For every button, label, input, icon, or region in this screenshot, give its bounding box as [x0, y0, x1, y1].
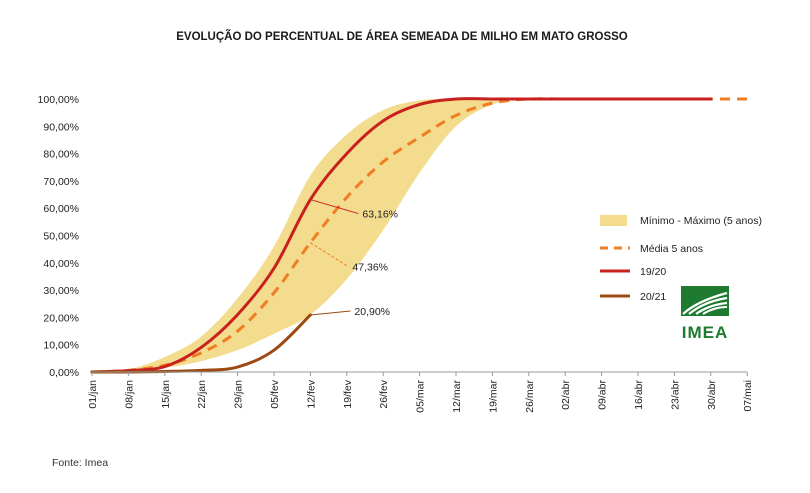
x-tick-label: 29/jan — [233, 380, 245, 409]
y-axis: 0,00% 10,00% 20,00% 30,00% 40,00% 50,00% 60,00… — [38, 94, 79, 379]
x-tick-label: 16/abr — [633, 380, 645, 410]
legend: Mínimo - Máximo (5 anos) Média 5 anos 19… — [600, 215, 762, 303]
y-tick-label: 100,00% — [38, 94, 79, 106]
x-tick-label: 26/fev — [378, 379, 390, 408]
x-tick-label: 19/mar — [487, 380, 499, 413]
x-tick-label: 15/jan — [160, 380, 172, 409]
y-tick-label: 0,00% — [49, 367, 79, 379]
x-tick-label: 22/jan — [196, 380, 208, 409]
annotation-label: 20,90% — [354, 306, 390, 318]
x-tick-label: 02/abr — [560, 380, 572, 410]
legend-swatch-band — [600, 215, 627, 226]
annotation-leader — [310, 199, 359, 215]
x-tick-label: 12/mar — [451, 380, 463, 413]
y-tick-label: 70,00% — [43, 176, 79, 188]
annotation-label: 47,36% — [352, 262, 388, 274]
series-line-19-20 — [90, 97, 713, 374]
y-tick-label: 20,00% — [43, 312, 79, 324]
annotations-layer: 63,16% 47,36% 20,90% — [310, 199, 398, 318]
legend-label-mean: Média 5 anos — [640, 243, 703, 255]
legend-label-2021: 20/21 — [640, 291, 666, 303]
y-tick-label: 30,00% — [43, 285, 79, 297]
x-tick-label: 12/fev — [305, 379, 317, 408]
y-tick-label: 80,00% — [43, 149, 79, 161]
y-tick-label: 10,00% — [43, 340, 79, 352]
imea-logo: IMEA — [681, 286, 729, 342]
legend-label-1920: 19/20 — [640, 266, 666, 278]
x-axis: 01/jan 08/jan 15/jan 22/jan 29/jan 05/fev 12/f… — [87, 372, 754, 413]
x-tick-label: 26/mar — [524, 380, 536, 413]
x-tick-label: 19/fev — [342, 379, 354, 408]
min-max-band-layer — [92, 98, 711, 372]
min-max-band — [92, 98, 711, 372]
y-tick-label: 90,00% — [43, 121, 79, 133]
annotation-label: 63,16% — [362, 209, 398, 221]
x-tick-label: 23/abr — [669, 380, 681, 410]
chart-title: EVOLUÇÃO DO PERCENTUAL DE ÁREA SEMEADA D… — [176, 30, 628, 43]
x-tick-label: 05/mar — [415, 380, 427, 413]
logo-text: IMEA — [682, 323, 729, 342]
x-tick-label: 08/jan — [123, 380, 135, 409]
x-tick-label: 07/mai — [742, 380, 754, 412]
annotation-leader — [310, 310, 351, 316]
legend-label-band: Mínimo - Máximo (5 anos) — [640, 215, 762, 227]
source-note: Fonte: Imea — [52, 457, 108, 469]
annotation-leader — [310, 242, 349, 268]
y-tick-label: 60,00% — [43, 203, 79, 215]
y-tick-label: 50,00% — [43, 231, 79, 243]
y-tick-label: 40,00% — [43, 258, 79, 270]
x-tick-label: 01/jan — [87, 380, 99, 409]
x-tick-label: 09/abr — [597, 380, 609, 410]
x-tick-label: 05/fev — [269, 379, 281, 408]
x-tick-label: 30/abr — [706, 380, 718, 410]
